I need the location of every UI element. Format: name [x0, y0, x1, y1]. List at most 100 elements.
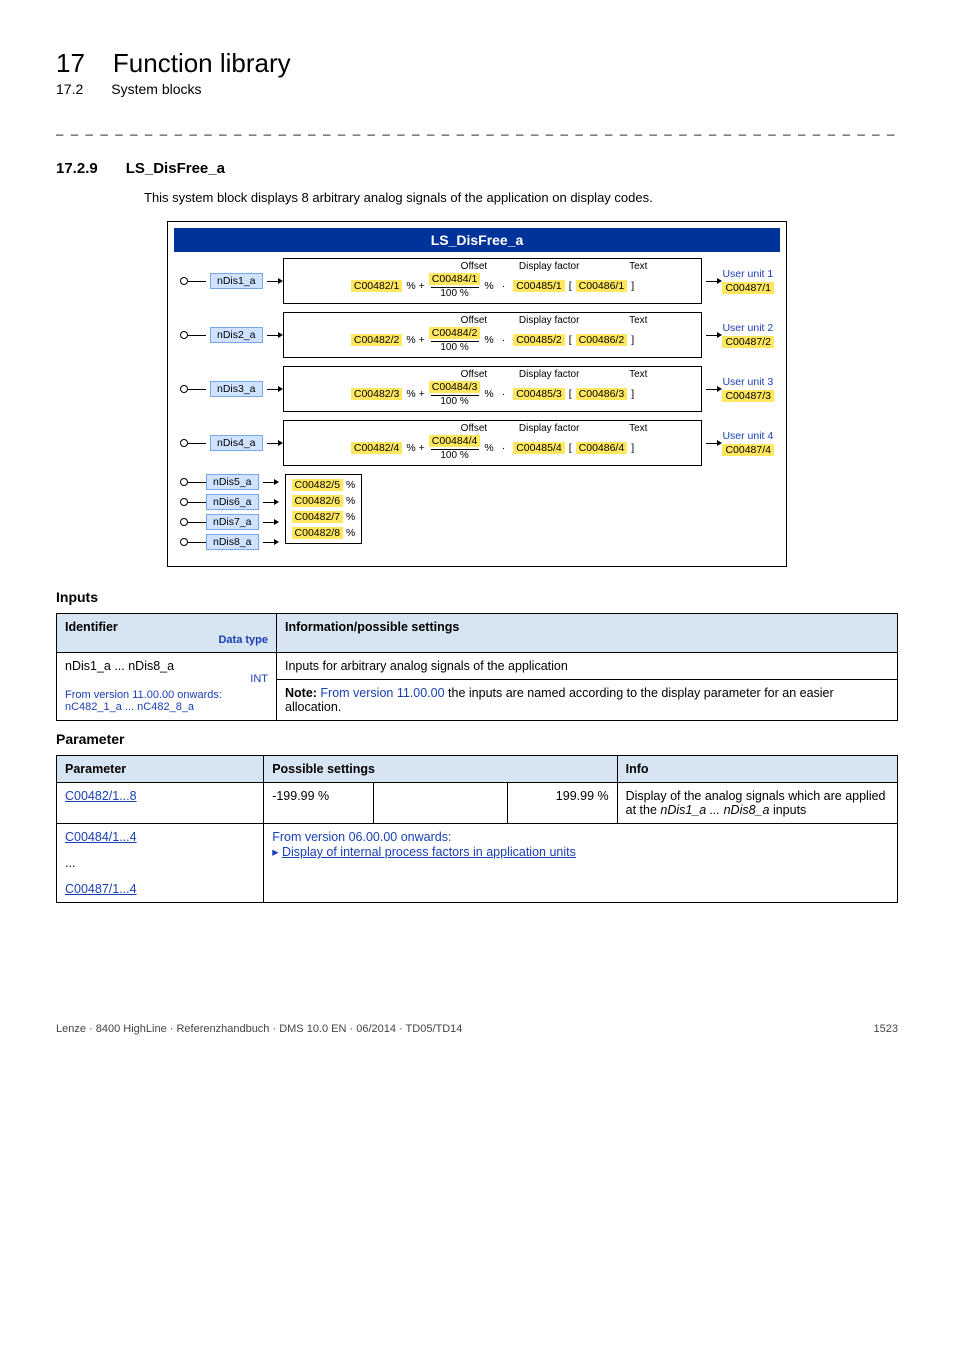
separator-line: _ _ _ _ _ _ _ _ _ _ _ _ _ _ _ _ _ _ _ _ …: [56, 121, 898, 136]
display-factor-label: Display factor: [519, 315, 580, 326]
hundred-label: 100 %: [431, 341, 479, 353]
userunit-box: User unit 2C00487/2: [722, 322, 774, 348]
offset-label: Offset: [461, 423, 488, 434]
arrow-icon: [267, 389, 279, 390]
chapter-title: Function library: [113, 48, 291, 79]
port: nDis5_a: [180, 474, 275, 490]
hundred-label: 100 %: [431, 449, 479, 461]
code-c485: C00485/4: [513, 442, 565, 454]
offset-label: Offset: [461, 369, 488, 380]
port-line: [188, 502, 206, 503]
userunit-box: User unit 3 C00487/3: [722, 376, 774, 402]
diagram-channel: nDis3_aOffsetDisplay factorTextC00482/3 …: [180, 366, 774, 412]
arrow-icon: [267, 443, 279, 444]
param-row2-link[interactable]: C00484/1...4: [65, 830, 137, 844]
intro-text: This system block displays 8 arbitrary a…: [144, 189, 898, 207]
code-c482-extra: C00482/8: [292, 527, 344, 539]
inputs-col-identifier: Identifier: [65, 620, 268, 634]
port-circle-icon: [180, 538, 188, 546]
port-label: nDis8_a: [206, 534, 259, 550]
userunit-box: User unit 1C00487/1: [722, 268, 774, 294]
plus-label: % +: [406, 388, 424, 400]
param-row1-info-ital: nDis1_a ... nDis8_a: [660, 803, 769, 817]
code-c482-extra: C00482/5: [292, 479, 344, 491]
param-col-info: Info: [617, 756, 897, 783]
code-c486: C00486/3: [576, 388, 628, 400]
compute-box: OffsetDisplay factorTextC00482/4 % + C00…: [283, 420, 703, 466]
extra-code-row: C00482/8 %: [292, 527, 356, 539]
code-c486: C00486/1: [576, 280, 628, 292]
userunit-code: C00487/4: [722, 444, 774, 456]
port-label: nDis1_a: [210, 273, 263, 289]
port-line: [188, 281, 206, 282]
param-merge-link[interactable]: Display of internal process factors in a…: [282, 845, 576, 859]
port-line: [188, 335, 206, 336]
code-c485: C00485/2: [513, 334, 565, 346]
plus-label: % +: [406, 334, 424, 346]
diagram-extra-ports: nDis5_anDis6_anDis7_anDis8_aC00482/5 %C0…: [180, 474, 774, 550]
userunit-code: C00487/3: [722, 390, 774, 402]
dot-label: ·: [502, 334, 506, 346]
code-c482: C00482/4: [351, 442, 403, 454]
inputs-heading: Inputs: [56, 589, 898, 605]
bracket-close: ]: [631, 280, 634, 292]
port-line: [188, 482, 206, 483]
arrow-icon: [263, 542, 275, 543]
block-diagram: LS_DisFree_a nDis1_aOffsetDisplay factor…: [167, 221, 787, 567]
compute-box: OffsetDisplay factorTextC00482/2 % + C00…: [283, 312, 703, 358]
port-circle-icon: [180, 478, 188, 486]
inputs-row2-line1: From version 11.00.00 onwards:: [65, 689, 268, 701]
bracket-open: [: [569, 334, 572, 346]
link-arrow-icon: ▸: [272, 845, 278, 859]
port: [180, 439, 206, 447]
arrow-icon: [706, 443, 718, 444]
dot-label: ·: [502, 280, 506, 292]
code-c482: C00482/2: [351, 334, 403, 346]
note-blue: From version 11.00.00: [320, 686, 444, 700]
port-line: [188, 389, 206, 390]
userunit-label: User unit 3: [722, 376, 773, 388]
port-circle-icon: [180, 518, 188, 526]
inputs-col-info: Information/possible settings: [277, 614, 898, 653]
code-c484: C00484/4: [429, 435, 481, 447]
hundred-label: 100 %: [431, 395, 479, 407]
arrow-icon: [706, 335, 718, 336]
port: [180, 331, 206, 339]
inputs-datatype-label: Data type: [65, 634, 268, 646]
dot-label: ·: [502, 388, 506, 400]
port: nDis7_a: [180, 514, 275, 530]
code-c485: C00485/1: [513, 280, 565, 292]
extra-code-row: C00482/6 %: [292, 495, 356, 507]
bracket-close: ]: [631, 388, 634, 400]
percent-label: %: [484, 442, 493, 454]
userunit-label: User unit 4: [722, 430, 773, 442]
param-merge-line1: From version 06.00.00 onwards:: [272, 830, 889, 844]
chapter-number: 17: [56, 48, 85, 79]
inputs-row1-id: nDis1_a ... nDis8_a: [65, 659, 268, 673]
port-circle-icon: [180, 498, 188, 506]
port: nDis8_a: [180, 534, 275, 550]
compute-box: OffsetDisplay factorTextC00482/1 % + C00…: [283, 258, 703, 304]
display-factor-label: Display factor: [519, 261, 580, 272]
code-c482-extra: C00482/7: [292, 511, 344, 523]
port: nDis6_a: [180, 494, 275, 510]
port-label: nDis7_a: [206, 514, 259, 530]
param-row1-max: 199.99 %: [507, 783, 617, 824]
arrow-icon: [706, 281, 718, 282]
param-row1-link[interactable]: C00482/1...8: [65, 789, 137, 803]
code-c485: C00485/3: [513, 388, 565, 400]
bracket-open: [: [569, 280, 572, 292]
param-row-dots: ...: [57, 850, 264, 876]
param-row3-link[interactable]: C00487/1...4: [65, 882, 137, 896]
arrow-icon: [267, 335, 279, 336]
footer-page-number: 1523: [874, 1023, 898, 1035]
param-col-parameter: Parameter: [57, 756, 264, 783]
text-label: Text: [629, 423, 647, 434]
extra-codes-box: C00482/5 %C00482/6 %C00482/7 %C00482/8 %: [285, 474, 363, 544]
arrow-icon: [263, 482, 275, 483]
percent-label: %: [343, 511, 355, 523]
text-label: Text: [629, 261, 647, 272]
text-label: Text: [629, 369, 647, 380]
port-label: nDis2_a: [210, 327, 263, 343]
port-label: nDis5_a: [206, 474, 259, 490]
